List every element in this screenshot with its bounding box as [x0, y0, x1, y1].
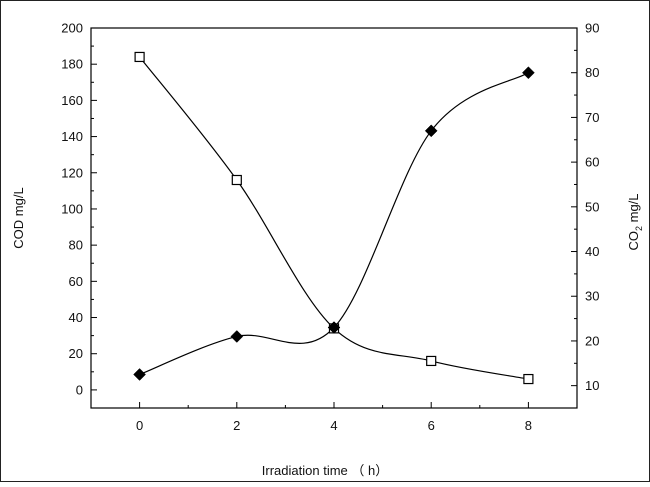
y-left-tick-label: 80	[69, 238, 83, 253]
y-axis-right-title: CO2 mg/L	[626, 193, 644, 250]
cod-open-square-point	[426, 355, 437, 367]
y-right-tick-label: 10	[585, 378, 599, 393]
y-right-tick-label: 70	[585, 110, 599, 125]
cod-open-square-point	[134, 51, 145, 63]
x-tick-label: 8	[525, 418, 532, 433]
markers-layer	[133, 51, 535, 385]
co2-filled-diamond-point	[230, 330, 244, 343]
co2-filled-diamond-point	[133, 368, 146, 381]
y-left-tick-label: 100	[61, 201, 83, 216]
ticks-layer: 0204060801001201401601802001020304050607…	[61, 21, 599, 434]
y-axis-right-title-main: CO	[626, 231, 641, 251]
cod-open-square-point	[231, 174, 242, 186]
y-left-tick-label: 0	[76, 382, 83, 397]
y-right-tick-label: 90	[585, 21, 599, 36]
y-right-tick-label: 30	[585, 289, 599, 304]
y-left-tick-label: 120	[61, 165, 83, 180]
y-right-tick-label: 80	[585, 65, 599, 80]
x-tick-label: 2	[233, 418, 240, 433]
y-axis-right-title-subscript: 2	[634, 226, 644, 231]
y-left-tick-label: 40	[69, 310, 83, 325]
y-right-tick-label: 50	[585, 199, 599, 214]
y-axis-left-title: COD mg/L	[11, 187, 26, 248]
x-axis-title: Irradiation time （ h）	[262, 463, 388, 478]
co2-filled-diamond-point	[424, 124, 438, 138]
curves-layer	[139, 56, 529, 380]
x-tick-label: 4	[330, 418, 337, 433]
y-axis-right-title-unit: mg/L	[626, 193, 641, 226]
y-left-tick-label: 60	[69, 274, 83, 289]
co2-filled-diamond-point	[327, 321, 341, 334]
co2-filled-diamond-point	[522, 66, 535, 80]
x-tick-label: 0	[136, 418, 143, 433]
series-left-curve	[139, 56, 529, 380]
cod-open-square-point	[523, 373, 534, 385]
y-right-tick-label: 20	[585, 333, 599, 348]
x-tick-label: 6	[428, 418, 435, 433]
y-left-tick-label: 140	[61, 129, 83, 144]
y-left-tick-label: 200	[61, 21, 83, 36]
y-left-tick-label: 20	[69, 346, 83, 361]
y-right-tick-label: 60	[585, 155, 599, 170]
y-left-tick-label: 180	[61, 57, 83, 72]
series-right-curve	[139, 72, 529, 376]
y-right-tick-label: 40	[585, 244, 599, 259]
y-left-tick-label: 160	[61, 93, 83, 108]
